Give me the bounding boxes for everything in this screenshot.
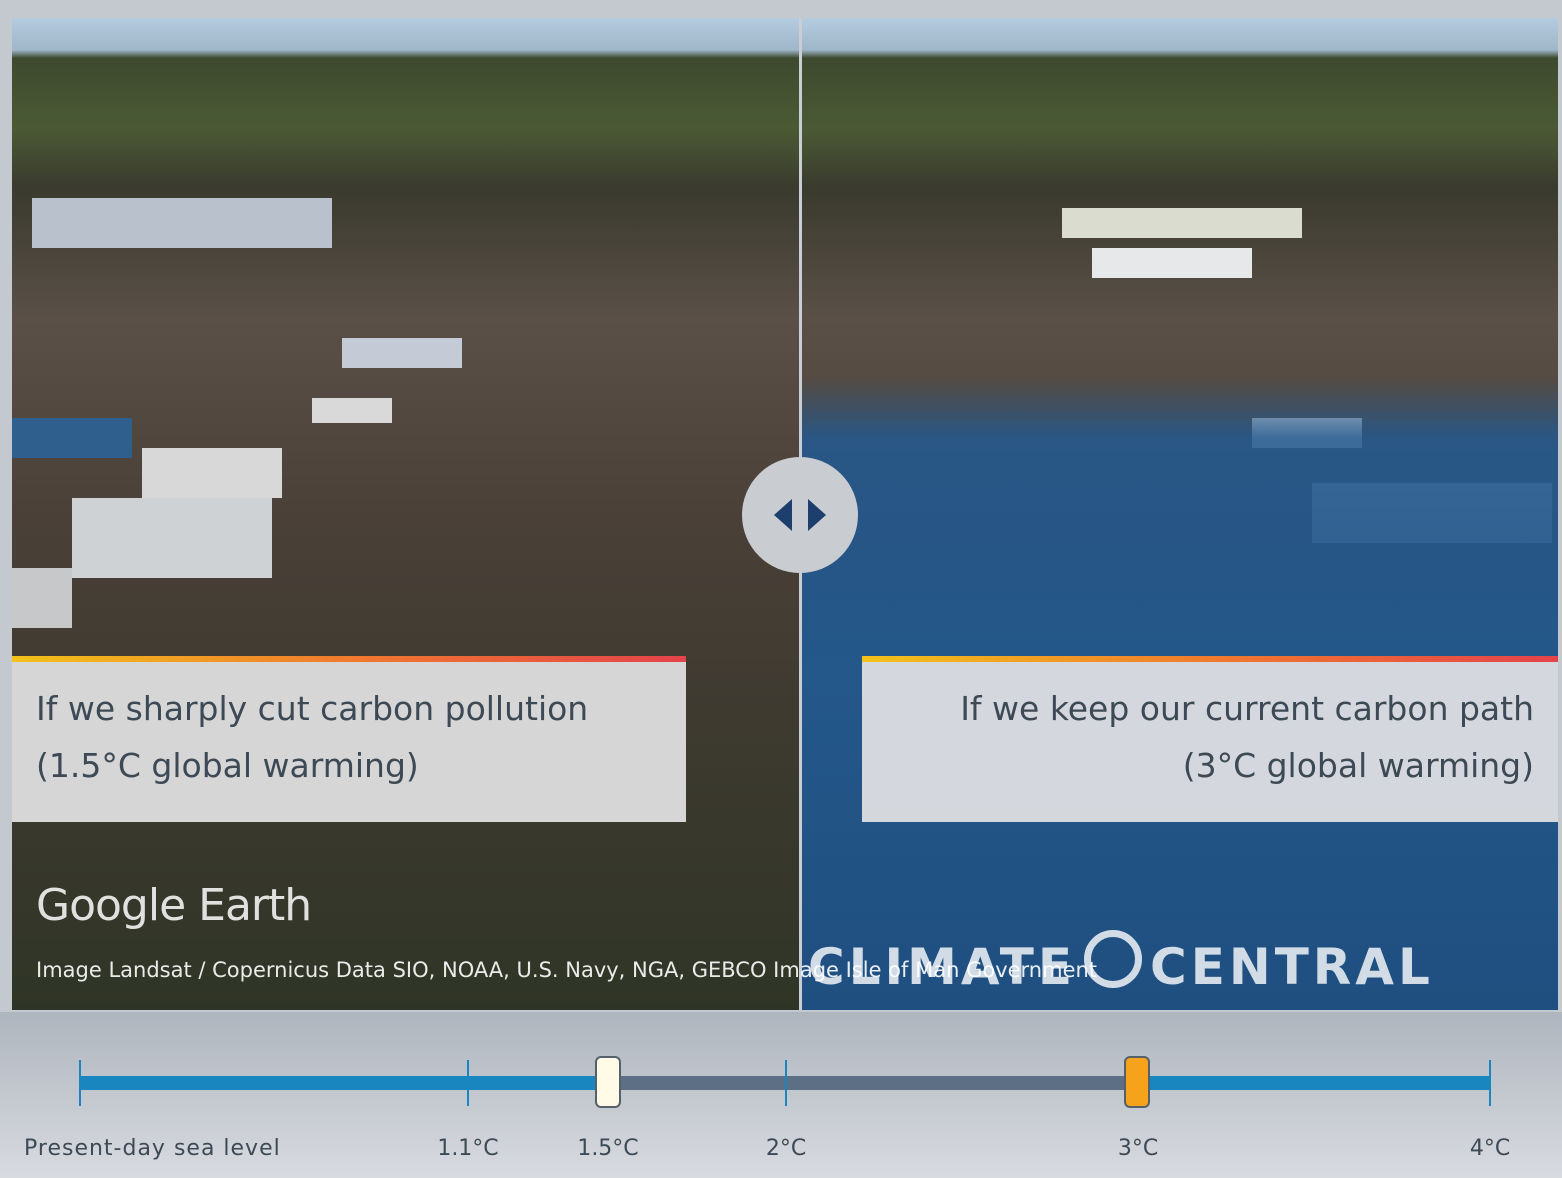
watermark: Google Earth [36, 880, 311, 931]
slider-knob[interactable] [1124, 1056, 1150, 1108]
caption-right: If we keep our current carbon path (3°C … [862, 656, 1558, 822]
handle-arrows [742, 457, 858, 573]
slider-label[interactable]: 1.1°C [437, 1136, 498, 1161]
slider-label[interactable]: 2°C [766, 1136, 806, 1161]
slider-label[interactable]: 1.5°C [577, 1136, 638, 1161]
caption-line: If we keep our current carbon path [862, 680, 1534, 737]
caption-line: (1.5°C global warming) [36, 737, 686, 794]
logo-text: CENTRAL [1150, 938, 1434, 996]
compare-handle[interactable] [742, 457, 858, 573]
slider-label[interactable]: Present-day sea level [24, 1136, 281, 1161]
slider-range [608, 1076, 1138, 1090]
slider-label[interactable]: 3°C [1118, 1136, 1158, 1161]
caption-line: If we sharply cut carbon pollution [36, 680, 686, 737]
slider-tick [785, 1060, 787, 1106]
slider-tick [1489, 1060, 1491, 1106]
slider-knob[interactable] [595, 1056, 621, 1108]
slider-label[interactable]: 4°C [1470, 1136, 1510, 1161]
caption-left: If we sharply cut carbon pollution (1.5°… [12, 656, 686, 822]
slider-tick [79, 1060, 81, 1106]
slider-tick [467, 1060, 469, 1106]
image-credit: Image Landsat / Copernicus Data SIO, NOA… [36, 958, 1097, 982]
page: If we sharply cut carbon pollution (1.5°… [0, 0, 1562, 1178]
caption-line: (3°C global warming) [862, 737, 1534, 794]
